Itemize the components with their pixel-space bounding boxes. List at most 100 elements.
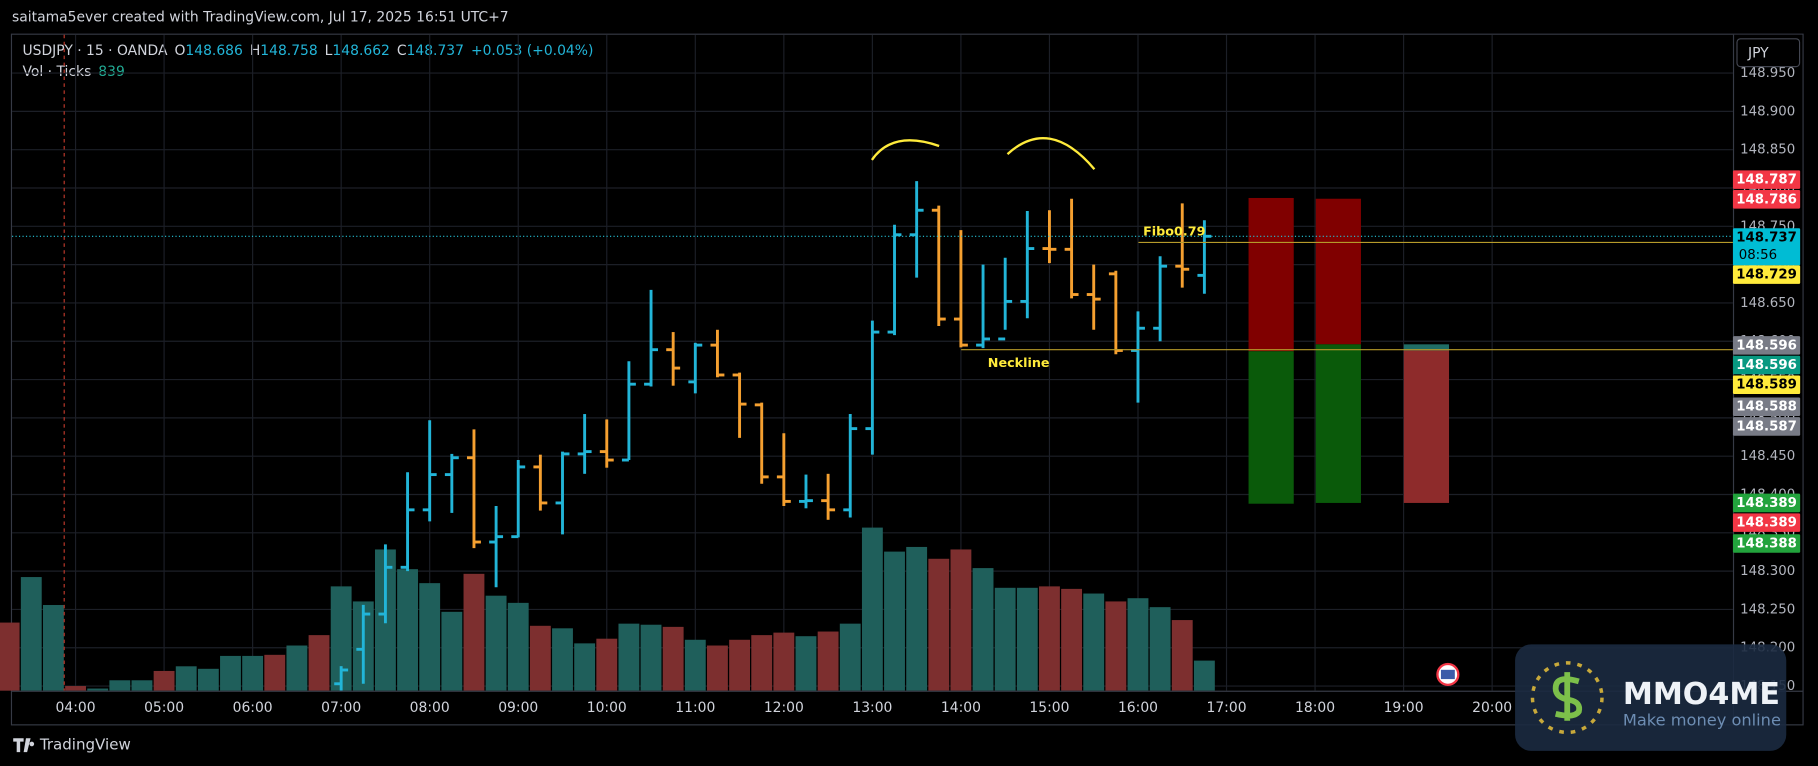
price-label-box [1732, 513, 1801, 532]
legend-value: 148.662 [332, 43, 389, 59]
price-label: 148.587 [1736, 419, 1797, 434]
volume-name: Vol · Ticks [22, 64, 91, 80]
x-tick-label: 08:00 [410, 700, 450, 716]
volume-bar [308, 635, 330, 691]
volume-bar [684, 639, 706, 691]
volume-bar [773, 632, 795, 691]
volume-bar [574, 643, 596, 691]
y-tick-label: 148.450 [1740, 449, 1795, 464]
price-label: 148.729 [1736, 268, 1797, 283]
volume-bar [972, 568, 994, 691]
symbol: USDJPY · 15 · OANDA [22, 43, 168, 59]
position-upper [1248, 197, 1294, 352]
volume-bar [197, 668, 219, 691]
volume-bar [330, 586, 352, 691]
volume-bar [884, 551, 905, 691]
legend-value: 148.737 [407, 43, 464, 59]
volume-bar [131, 680, 153, 691]
footer: TradingView [39, 736, 131, 754]
price-label: 148.786 [1736, 192, 1797, 207]
x-tick-label: 06:00 [233, 700, 273, 716]
volume-bar [795, 636, 817, 691]
volume-bar [463, 573, 485, 691]
x-tick-label: 05:00 [144, 700, 184, 716]
price-label-box [1732, 493, 1801, 513]
legend-value: 148.758 [260, 43, 317, 59]
price-label-box [1732, 265, 1801, 284]
price-label: 148.737 [1736, 231, 1797, 246]
x-tick-label: 12:00 [764, 700, 804, 716]
watermark-subtitle: Make money online [1623, 710, 1781, 729]
price-label-box [1732, 375, 1801, 395]
event-icon-flag [1440, 669, 1455, 680]
volume-bar [0, 622, 20, 691]
volume-bar [175, 666, 197, 691]
line-label: Fibo0.79 [1143, 224, 1205, 239]
x-tick-label: 20:00 [1472, 700, 1512, 716]
price-label: 148.596 [1736, 358, 1797, 373]
price-label-box [1732, 417, 1801, 436]
watermark-logo-mark [1552, 672, 1583, 721]
volume-value: 839 [98, 64, 125, 80]
x-tick-label: 09:00 [498, 700, 538, 716]
volume-bar [20, 577, 42, 691]
price-label-box [1732, 355, 1801, 375]
volume-bar [1193, 660, 1215, 691]
x-tick-label: 19:00 [1384, 700, 1424, 716]
volume-bar [507, 602, 529, 691]
volume-bar [596, 638, 618, 691]
volume-bar [1105, 601, 1127, 691]
countdown: 08:56 [1739, 248, 1777, 263]
volume-bar [419, 583, 441, 691]
price-label: 148.596 [1736, 338, 1797, 353]
price-label: 148.588 [1736, 400, 1797, 415]
legend-label: O [174, 43, 185, 59]
volume-bar [529, 625, 551, 691]
volume-bar [220, 655, 241, 691]
x-tick-label: 17:00 [1207, 700, 1247, 716]
price-label-box [1732, 190, 1801, 209]
sketch [870, 139, 940, 161]
y-tick-label: 148.900 [1740, 104, 1795, 119]
y-tick-label: 148.850 [1740, 143, 1795, 158]
volume-bar [817, 631, 839, 691]
volume-bar [640, 624, 662, 691]
price-label: 148.388 [1736, 537, 1797, 552]
volume-bar [65, 686, 86, 691]
volume-bar [662, 626, 684, 691]
volume-bar [552, 628, 573, 691]
volume-bar [109, 680, 131, 691]
position-lower [1248, 351, 1294, 504]
price-label-box [1732, 170, 1801, 189]
price-label-box [1732, 534, 1801, 553]
volume-bar [441, 611, 463, 691]
volume-bar [1171, 620, 1193, 691]
volume-bar [950, 549, 972, 691]
volume-bar [1039, 586, 1060, 691]
y-tick-label: 148.250 [1740, 602, 1795, 617]
volume-bar [42, 605, 64, 691]
legend-label: L [325, 43, 333, 59]
frame [10, 33, 1804, 726]
y-tick-label: 148.300 [1740, 564, 1795, 579]
volume-bar [839, 623, 861, 691]
volume-bar [485, 595, 507, 691]
position-upper [1403, 344, 1450, 351]
logo-icon [13, 738, 35, 753]
volume-bar [751, 635, 773, 691]
x-tick-label: 15:00 [1029, 700, 1069, 716]
footer-logo: TradingView [13, 736, 131, 754]
price-label-box [1732, 397, 1801, 417]
volume-bar [397, 569, 418, 691]
x-tick-label: 04:00 [56, 700, 96, 716]
volume-bar [1149, 607, 1171, 691]
price-label-box [1732, 336, 1801, 355]
volume-bar [1061, 588, 1083, 691]
price-label: 148.389 [1736, 516, 1797, 531]
position-lower [1403, 350, 1450, 503]
sketch [1006, 137, 1096, 170]
watermark-logo [1530, 661, 1604, 735]
watermark-panel [1515, 644, 1787, 751]
